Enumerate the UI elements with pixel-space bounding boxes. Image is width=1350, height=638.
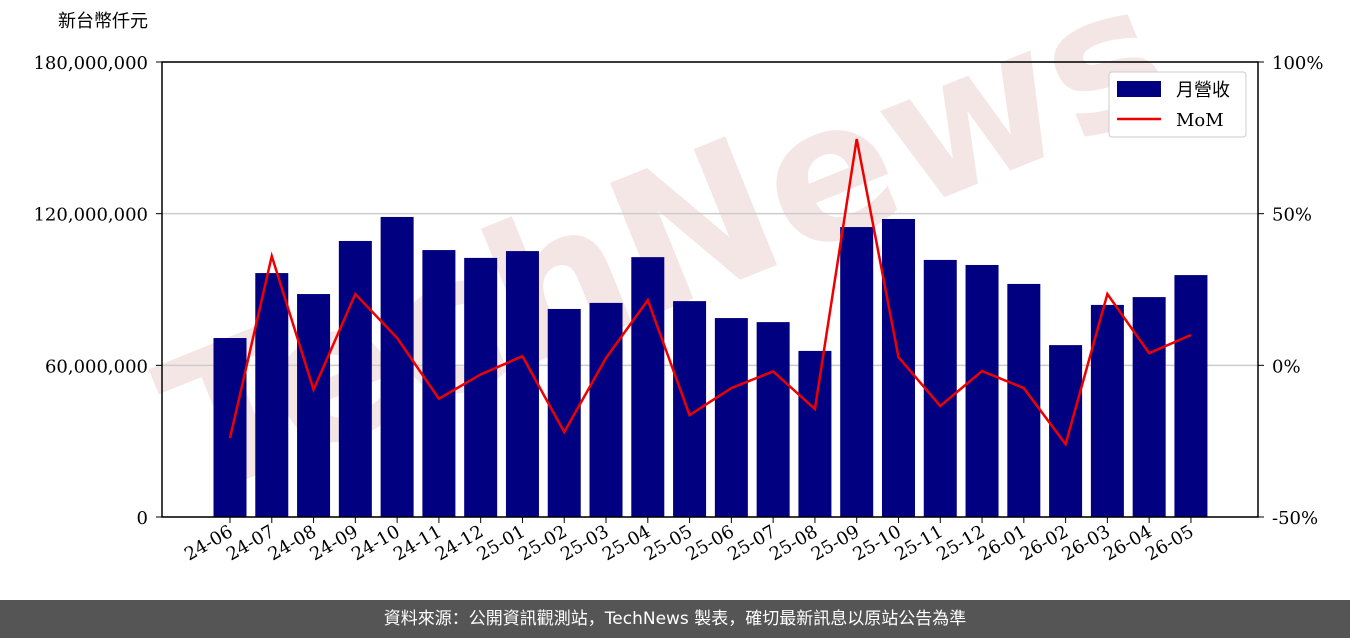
- bar: [840, 227, 874, 517]
- y2-tick-label: 50%: [1272, 205, 1312, 226]
- y-tick-label: 180,000,000: [33, 53, 148, 74]
- bar: [756, 322, 790, 517]
- bar: [714, 318, 748, 517]
- bar: [1007, 283, 1041, 517]
- y2-tick-label: -50%: [1272, 508, 1318, 529]
- y-axis-label: 新台幣仟元: [58, 11, 148, 32]
- bar: [1174, 275, 1208, 517]
- bar: [255, 273, 289, 517]
- plot-frame: [161, 61, 1259, 518]
- y2-tick-label: 0%: [1272, 356, 1301, 377]
- bar: [464, 257, 498, 517]
- bar: [297, 294, 331, 517]
- bar: [965, 264, 999, 517]
- x-tick-label: 26-05: [1142, 521, 1197, 565]
- bar: [1090, 304, 1124, 517]
- bar: [213, 338, 247, 517]
- chart: 新台幣仟元 TechNews060,000,000120,000,000180,…: [33, 0, 1323, 565]
- bar: [1049, 345, 1083, 517]
- bar: [380, 216, 414, 518]
- bar: [881, 218, 915, 517]
- bar: [1132, 297, 1166, 517]
- bar: [631, 257, 665, 517]
- bar: [505, 251, 539, 518]
- footer: 資料來源：公開資訊觀測站，TechNews 製表，確切最新訊息以原站公告為準: [0, 600, 1350, 638]
- legend-label: 月營收: [1176, 80, 1230, 101]
- y-tick-label: 120,000,000: [33, 205, 148, 226]
- y-tick-label: 0: [137, 508, 148, 529]
- bar: [923, 259, 957, 517]
- line: [228, 138, 1192, 447]
- bar: [338, 240, 372, 517]
- bar: [589, 302, 623, 517]
- bar: [798, 350, 832, 517]
- y2-tick-label: 100%: [1272, 53, 1323, 74]
- y-tick-label: 60,000,000: [45, 356, 148, 377]
- legend-swatch: [1117, 81, 1161, 97]
- legend-label: MoM: [1176, 110, 1224, 131]
